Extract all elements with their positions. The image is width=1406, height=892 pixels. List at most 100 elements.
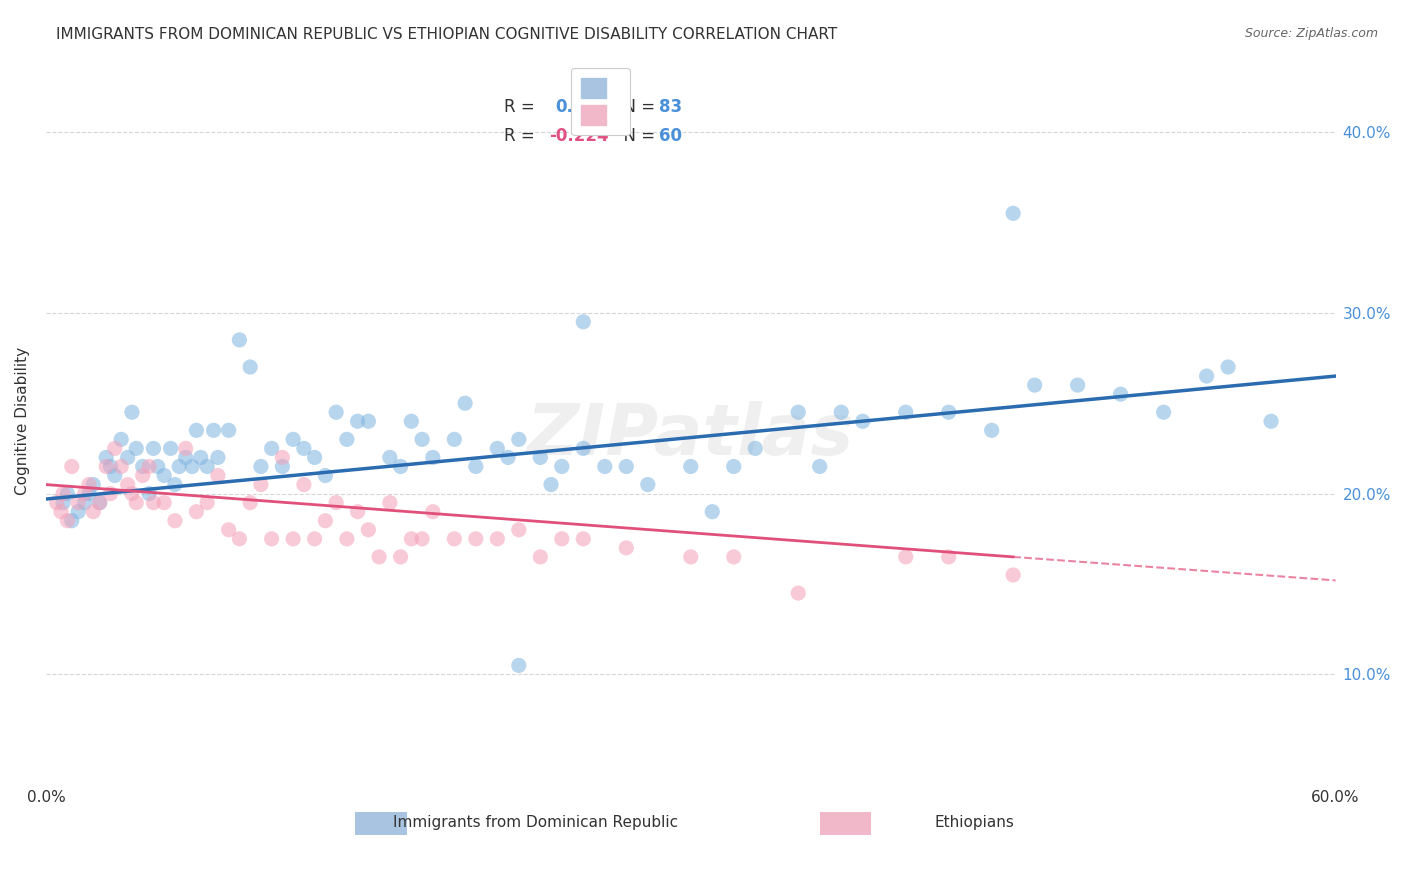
Point: [593, 459, 616, 474]
Point: [45, 496, 67, 510]
Point: [787, 405, 810, 419]
Point: [389, 549, 412, 564]
Point: [110, 433, 132, 447]
Text: Ethiopians: Ethiopians: [935, 815, 1014, 830]
Text: ZIPatlas: ZIPatlas: [527, 401, 855, 470]
Point: [131, 468, 153, 483]
Point: [980, 423, 1002, 437]
Point: [1024, 378, 1046, 392]
Point: [702, 505, 724, 519]
Point: [239, 496, 262, 510]
Point: [100, 486, 122, 500]
Point: [110, 459, 132, 474]
Point: [138, 486, 160, 500]
Point: [540, 477, 562, 491]
Point: [82, 477, 104, 491]
Point: [142, 496, 165, 510]
Point: [894, 549, 917, 564]
Point: [1216, 359, 1239, 374]
Point: [292, 477, 315, 491]
Point: [138, 459, 160, 474]
Point: [422, 505, 444, 519]
Point: [121, 405, 143, 419]
Point: [744, 442, 766, 456]
Point: [614, 459, 637, 474]
Point: [464, 459, 486, 474]
Point: [411, 532, 433, 546]
Text: -0.224: -0.224: [548, 127, 609, 145]
Point: [104, 468, 127, 483]
Point: [314, 514, 336, 528]
Point: [207, 450, 229, 465]
Point: [486, 532, 509, 546]
Point: [443, 532, 465, 546]
Point: [239, 359, 262, 374]
Text: R =: R =: [503, 127, 540, 145]
Point: [304, 450, 326, 465]
Point: [73, 486, 96, 500]
Point: [67, 496, 90, 510]
Point: [56, 514, 79, 528]
Point: [368, 549, 391, 564]
Point: [551, 459, 574, 474]
Point: [67, 505, 90, 519]
Point: [190, 450, 212, 465]
Text: N =: N =: [613, 97, 661, 116]
Point: [89, 496, 111, 510]
Point: [325, 405, 347, 419]
Point: [357, 523, 380, 537]
Point: [508, 433, 530, 447]
Point: [94, 450, 117, 465]
Text: IMMIGRANTS FROM DOMINICAN REPUBLIC VS ETHIOPIAN COGNITIVE DISABILITY CORRELATION: IMMIGRANTS FROM DOMINICAN REPUBLIC VS ET…: [56, 27, 838, 42]
Point: [228, 532, 250, 546]
Point: [1066, 378, 1088, 392]
Point: [121, 486, 143, 500]
Point: [679, 549, 702, 564]
Point: [195, 459, 218, 474]
Point: [486, 442, 509, 456]
Point: [808, 459, 831, 474]
Point: [1109, 387, 1132, 401]
Point: [529, 549, 551, 564]
Text: 60: 60: [658, 127, 682, 145]
Point: [496, 450, 519, 465]
Point: [73, 496, 96, 510]
Point: [938, 405, 960, 419]
Point: [508, 658, 530, 673]
Point: [100, 459, 122, 474]
Point: [787, 586, 810, 600]
Point: [551, 532, 574, 546]
Point: [401, 532, 423, 546]
Point: [281, 532, 304, 546]
Point: [1002, 206, 1025, 220]
Point: [271, 459, 294, 474]
Point: [422, 450, 444, 465]
Point: [894, 405, 917, 419]
Point: [464, 532, 486, 546]
Text: 83: 83: [658, 97, 682, 116]
Point: [938, 549, 960, 564]
Point: [378, 450, 401, 465]
Point: [260, 442, 283, 456]
Point: [195, 496, 218, 510]
Point: [218, 423, 240, 437]
Text: N =: N =: [613, 127, 661, 145]
Point: [378, 496, 401, 510]
Point: [218, 523, 240, 537]
Point: [389, 459, 412, 474]
Point: [454, 396, 477, 410]
Point: [202, 423, 225, 437]
Point: [325, 496, 347, 510]
Point: [1260, 414, 1282, 428]
Point: [186, 423, 208, 437]
Point: [174, 442, 197, 456]
Point: [314, 468, 336, 483]
Point: [572, 315, 595, 329]
Point: [60, 514, 83, 528]
Point: [250, 477, 273, 491]
Point: [56, 486, 79, 500]
Point: [104, 442, 127, 456]
Point: [49, 505, 72, 519]
Point: [637, 477, 659, 491]
Point: [153, 496, 176, 510]
